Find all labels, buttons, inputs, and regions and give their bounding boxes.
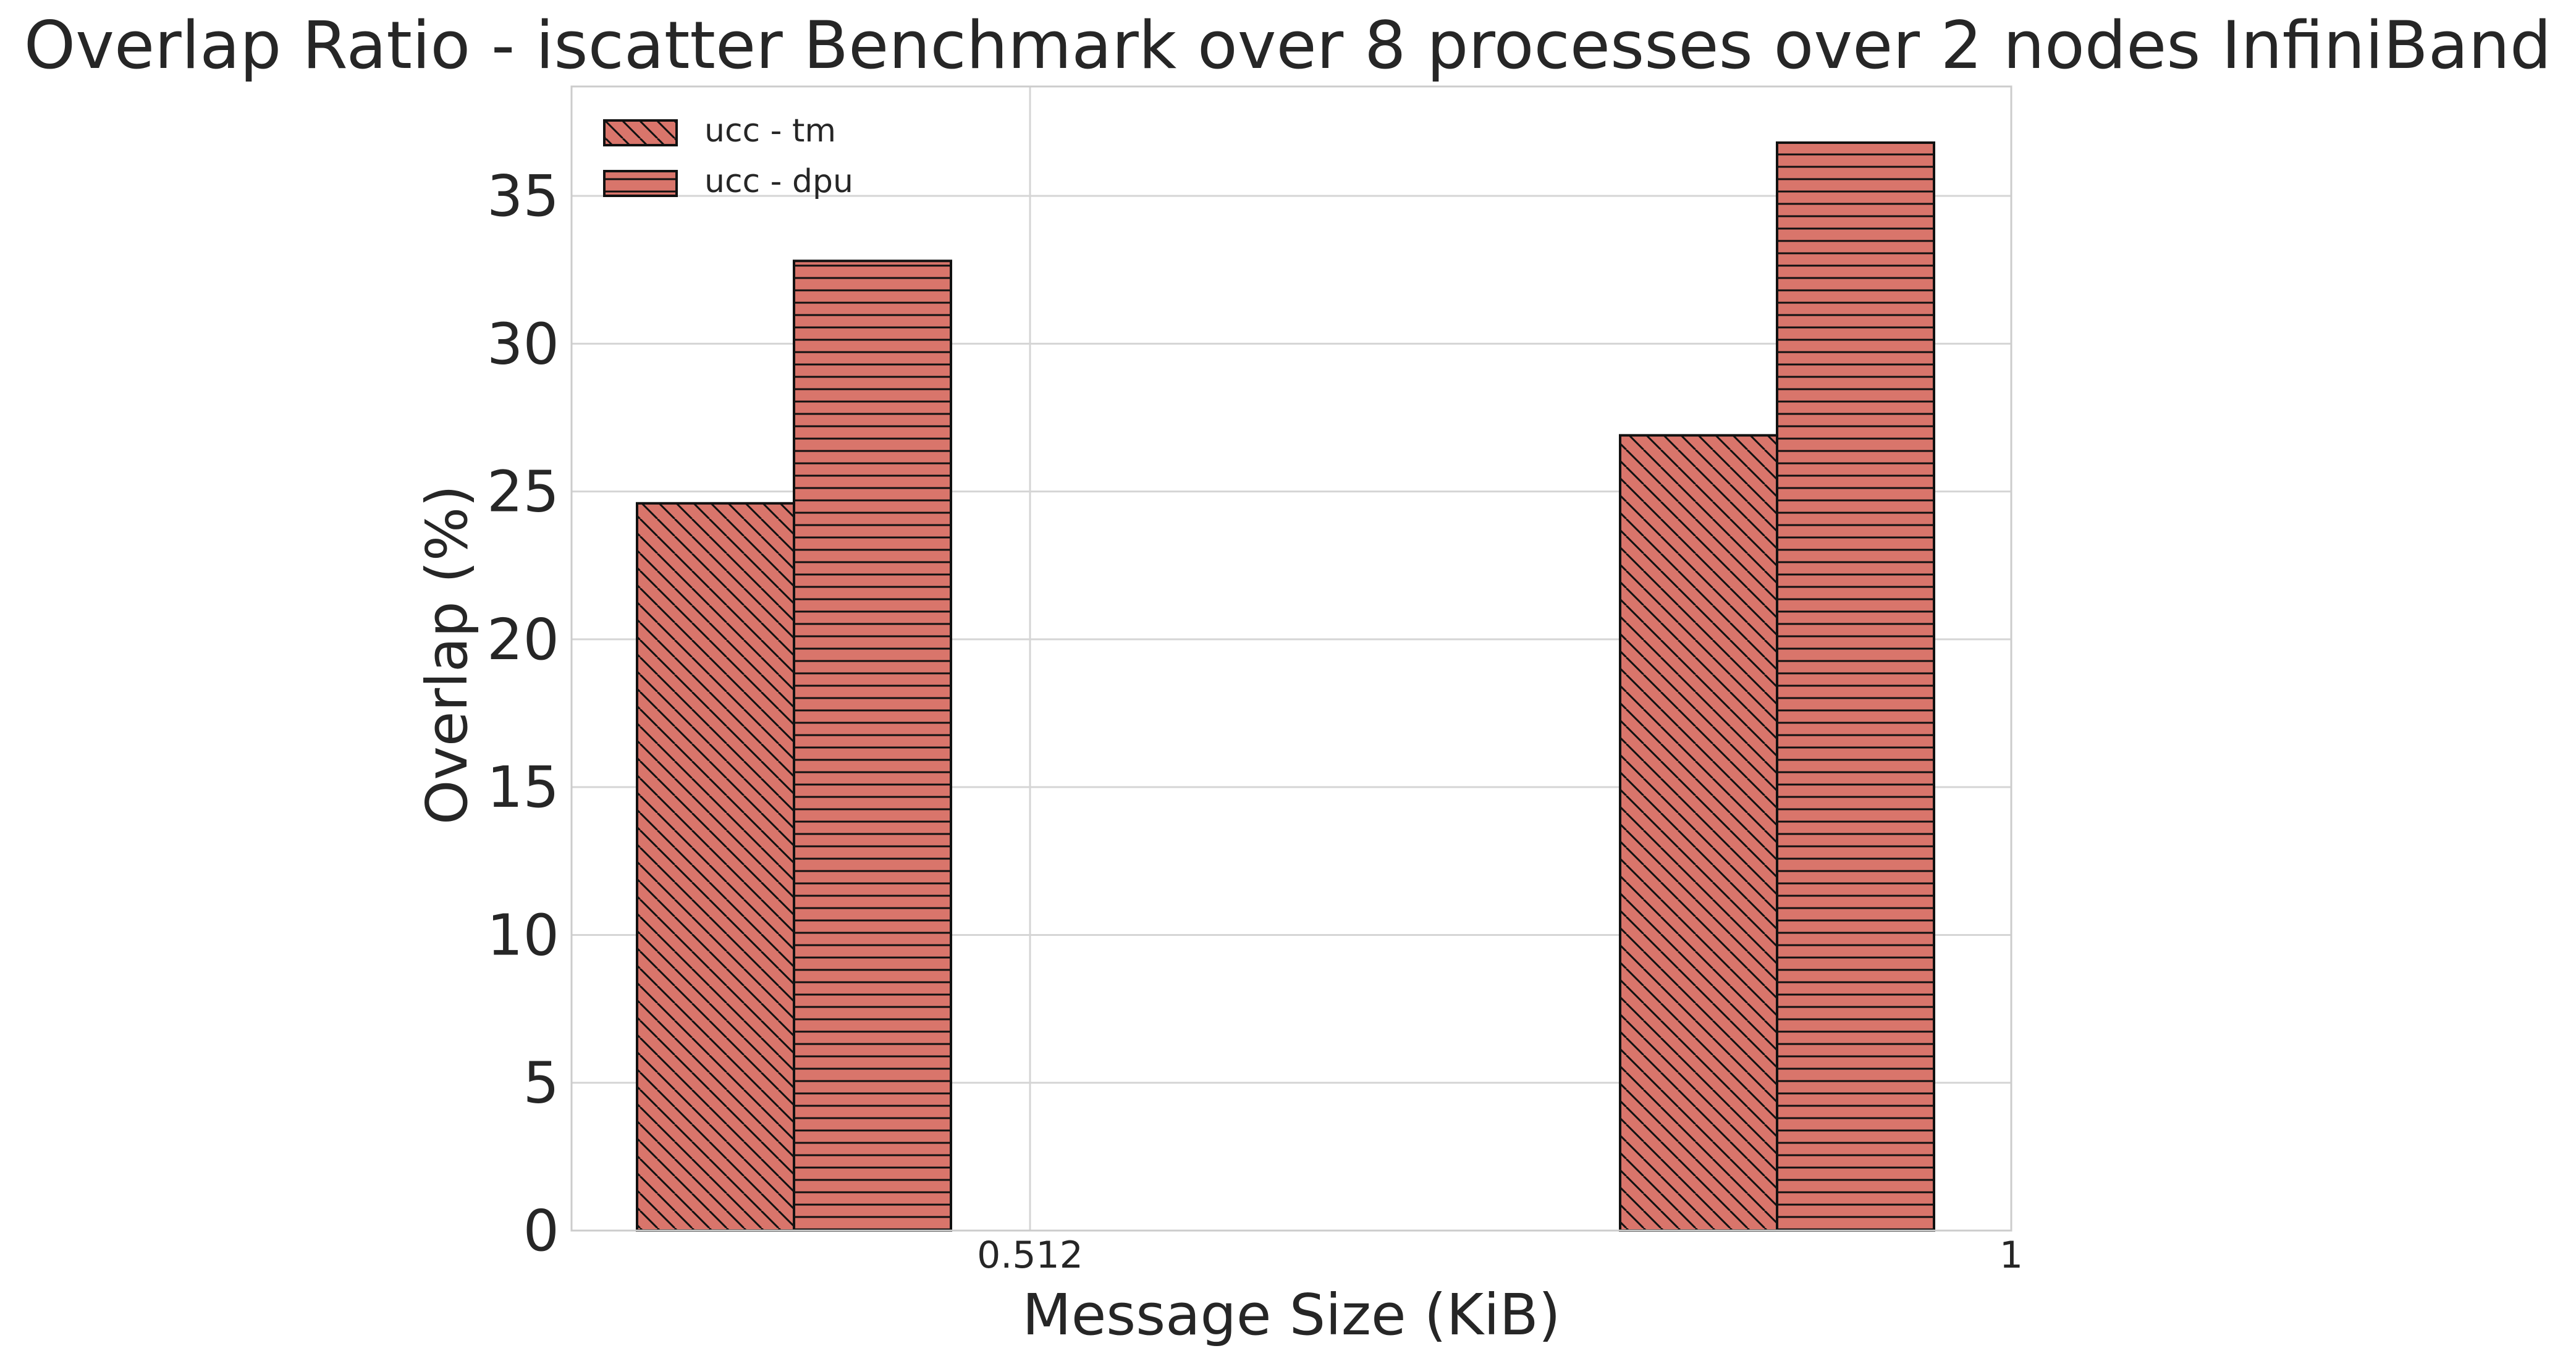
x-axis-ticks: 0.512 1 bbox=[977, 1234, 2023, 1277]
y-tick-label: 20 bbox=[487, 607, 559, 673]
legend-label: ucc - dpu bbox=[704, 163, 853, 200]
y-tick-label: 35 bbox=[487, 163, 559, 229]
bar-ucc-dpu-0 bbox=[793, 259, 952, 1232]
legend: ucc - tm ucc - dpu bbox=[603, 112, 853, 200]
x-tick-label: 0.512 bbox=[977, 1234, 1083, 1277]
bar-ucc-tm-1 bbox=[1619, 434, 1778, 1232]
y-tick-label: 25 bbox=[487, 459, 559, 525]
y-tick-label: 15 bbox=[487, 754, 559, 820]
axes-frame bbox=[570, 85, 2012, 1232]
y-tick-label: 0 bbox=[523, 1198, 559, 1264]
x-tick-label: 1 bbox=[2000, 1234, 2023, 1277]
legend-swatch bbox=[603, 119, 678, 146]
legend-item-1: ucc - dpu bbox=[603, 163, 853, 200]
legend-label: ucc - tm bbox=[704, 112, 836, 149]
y-axis-ticks: 0 5 10 15 20 25 30 35 bbox=[487, 163, 559, 1264]
legend-swatch bbox=[603, 170, 678, 197]
y-tick-label: 10 bbox=[487, 902, 559, 968]
bar-ucc-dpu-1 bbox=[1776, 141, 1935, 1232]
plot-area: 0 5 10 15 20 25 30 35 0.512 1 bbox=[487, 85, 2023, 1277]
y-tick-label: 30 bbox=[487, 311, 559, 377]
bars bbox=[636, 141, 1935, 1232]
legend-item-0: ucc - tm bbox=[603, 112, 836, 149]
y-axis-label: Overlap (%) bbox=[414, 485, 480, 825]
chart-title: Overlap Ratio - iscatter Benchmark over … bbox=[24, 7, 2551, 83]
bar-ucc-tm-0 bbox=[636, 502, 795, 1232]
x-axis-label: Message Size (KiB) bbox=[1022, 1282, 1560, 1348]
y-tick-label: 5 bbox=[523, 1050, 559, 1116]
